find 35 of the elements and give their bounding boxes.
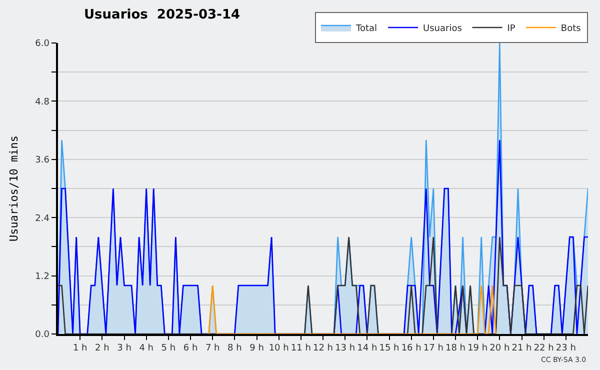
x-tick-label: 2 h [95,344,110,354]
x-tick-label: 1 h [72,344,88,354]
y-tick-label: 0.0 [35,330,50,340]
x-tick-label: 7 h [205,344,220,354]
x-tick-label: 21 h [512,344,532,354]
y-tick-label: 6.0 [35,39,50,50]
x-tick-label: 19 h [468,344,488,354]
x-tick-label: 15 h [379,344,400,354]
x-tick-label: 16 h [401,344,422,354]
x-tick-label: 18 h [445,344,466,354]
x-tick-label: 9 h [250,344,264,354]
legend-label: Total [355,24,378,34]
x-tick-label: 6 h [183,344,198,354]
x-tick-label: 12 h [312,344,334,354]
legend-label: Bots [560,24,582,34]
x-tick-label: 3 h [117,344,132,354]
x-tick-label: 10 h [268,344,289,354]
x-tick-label: 17 h [423,344,444,354]
y-tick-label: 4.8 [35,97,50,108]
x-tick-label: 14 h [357,344,378,354]
chart-title: Usuarios 2025-03-14 [84,7,240,22]
x-tick-label: 22 h [534,344,554,354]
legend-label: IP [507,24,516,34]
legend-label: Usuarios [423,24,462,34]
y-tick-label: 3.6 [35,156,50,166]
y-axis-title: Usuarios/10 mins [7,136,20,242]
x-tick-label: 8 h [228,344,242,354]
y-tick-label: 1.2 [35,272,50,282]
x-tick-label: 11 h [290,344,311,354]
x-tick-label: 13 h [335,344,356,354]
x-tick-label: 5 h [161,344,176,354]
x-tick-label: 23 h [556,344,576,354]
x-tick-label: 20 h [490,344,510,354]
x-tick-label: 4 h [139,344,154,354]
y-tick-label: 2.4 [35,214,50,224]
